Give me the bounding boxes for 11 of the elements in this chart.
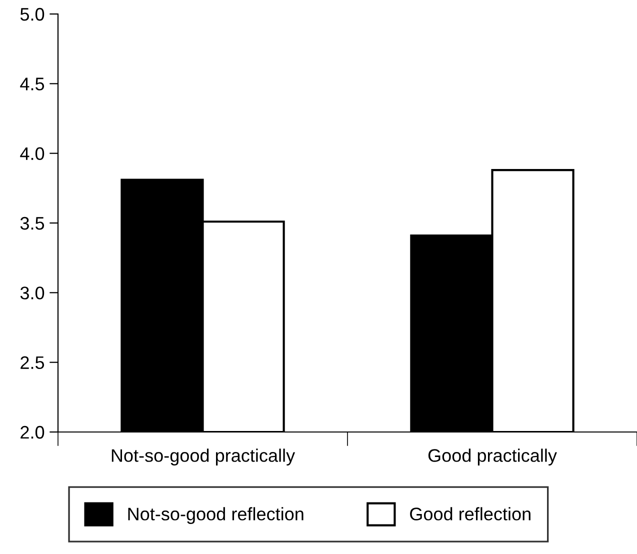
y-tick-label: 2.0 bbox=[20, 426, 44, 439]
y-tick-label: 2.5 bbox=[20, 356, 44, 370]
legend-label: Not-so-good reflection bbox=[128, 507, 304, 524]
x-tick-label: Good practically bbox=[428, 448, 557, 466]
y-tick-label: 4.5 bbox=[20, 78, 44, 90]
y-tick-label: 3.0 bbox=[20, 286, 44, 300]
y-tick-label: 4.0 bbox=[20, 147, 44, 160]
y-tick-label: 5.0 bbox=[20, 8, 44, 21]
y-tick-label: 3.5 bbox=[20, 216, 44, 230]
legend-label: Good reflection bbox=[410, 507, 530, 520]
x-tick-label: Not-so-good practically bbox=[112, 448, 296, 466]
